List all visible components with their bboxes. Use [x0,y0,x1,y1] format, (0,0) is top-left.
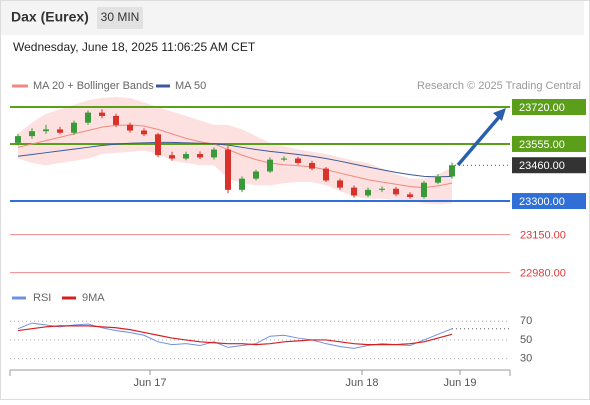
candle-body [239,178,245,190]
candle-body [29,131,35,137]
candle-body [309,162,315,169]
candle-body [253,171,259,179]
candle-body [57,129,63,133]
y-tick-label: 70 [520,315,532,327]
x-tick-label: Jun 18 [345,377,378,389]
level-box [512,135,586,152]
datetime: Wednesday, June 18, 2025 11:06:25 AM CET [13,40,256,54]
candle-body [85,112,91,123]
copyright: Research © 2025 Trading Central [417,80,581,92]
candle-body [127,124,133,131]
candle-body [43,129,49,132]
level-label: 23460.00 [519,160,565,172]
legend-9ma: 9MA [82,292,105,304]
level-box [512,99,586,116]
candle-body [155,134,161,156]
candle-body [407,194,413,198]
candle-body [99,112,105,116]
level-box [512,193,586,210]
y-tick-label: 30 [520,353,532,365]
candle-body [393,188,399,195]
candle-body [337,180,343,188]
candle-body [295,158,301,163]
level-label: 22980.00 [520,268,566,280]
timeframe[interactable]: 30 MIN [101,10,140,24]
rsi-line [17,322,453,349]
forecast-arrow [456,114,502,167]
candle-body [379,188,385,190]
candle-body [141,130,147,135]
level-label: 23555.00 [519,139,565,151]
legend-bollinger: MA 20 + Bollinger Bands [33,80,154,92]
candle-body [323,168,329,181]
level-box [512,157,586,174]
ma20-line [17,124,453,189]
candle-body [435,176,441,183]
candle-body [365,189,371,196]
legend-rsi: RSI [33,292,51,304]
candle-body [71,122,77,133]
candle-body [211,149,217,158]
candle-body [449,165,455,177]
bollinger-band [18,96,452,205]
rsi-line [17,325,453,346]
y-tick-label: 50 [520,334,532,346]
timeframe-button[interactable] [97,7,143,29]
x-tick-label: Jun 17 [133,377,166,389]
candle-body [351,187,357,196]
candle-body [183,154,189,159]
x-tick-label: Jun 19 [443,377,476,389]
candle-body [113,115,119,125]
candle-body [197,154,203,158]
level-label: 23150.00 [520,230,566,242]
ma50-line [17,141,453,178]
candle-body [225,149,231,190]
candle-body [421,182,427,198]
candle-body [267,159,273,172]
candle-body [15,136,21,143]
level-label: 23720.00 [519,102,565,114]
level-label: 23300.00 [519,196,565,208]
candle-body [169,155,175,159]
legend-ma50: MA 50 [175,80,206,92]
forecast-arrowhead [493,108,506,121]
instrument-title: Dax (Eurex) [11,9,89,25]
candle-body [281,158,287,160]
